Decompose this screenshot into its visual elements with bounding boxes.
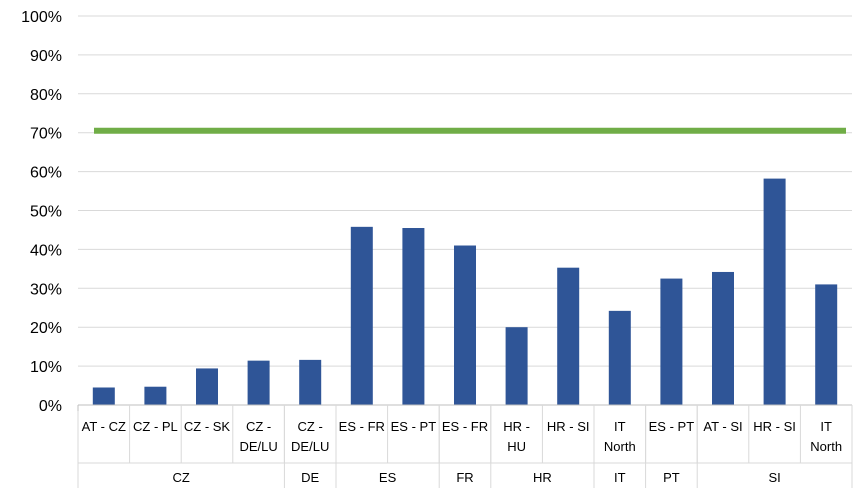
bar (350, 226, 373, 405)
x-tick-label: CZ - (246, 419, 271, 434)
bar (557, 267, 580, 405)
bar (299, 359, 322, 405)
x-tick-label: AT - CZ (82, 419, 126, 434)
x-tick-label: HU (507, 439, 526, 454)
y-axis: 0% 10% 20% 30% 40% 50% 60% 70% 80% 90% 100% (21, 9, 62, 415)
x-tick-label: CZ - (298, 419, 323, 434)
y-tick-label: 80% (30, 87, 62, 104)
x-tick-label: North (604, 439, 636, 454)
y-tick-label: 70% (30, 126, 62, 143)
x-group-label: SI (768, 470, 780, 485)
bar (196, 368, 218, 405)
x-tick-label: ES - PT (391, 419, 437, 434)
x-tick-label: HR - SI (753, 419, 796, 434)
x-tick-label: DE/LU (239, 439, 277, 454)
bar (815, 284, 838, 405)
x-group-label: ES (379, 470, 397, 485)
y-tick-label: 20% (30, 320, 62, 337)
x-tick-label: HR - (503, 419, 530, 434)
x-group-label: PT (663, 470, 680, 485)
x-tick-label: North (810, 439, 842, 454)
y-tick-label: 90% (30, 48, 62, 65)
x-tick-label: CZ - SK (184, 419, 231, 434)
x-tick-label: IT (820, 419, 832, 434)
bar (608, 310, 631, 405)
bar (247, 360, 270, 405)
x-tick-label: ES - FR (442, 419, 488, 434)
x-tick-label: CZ - PL (133, 419, 178, 434)
x-group-label: FR (456, 470, 473, 485)
x-tick-label: DE/LU (291, 439, 329, 454)
y-tick-label: 60% (30, 165, 62, 182)
x-group-label: IT (614, 470, 626, 485)
x-tick-label: ES - FR (339, 419, 385, 434)
x-tick-label: IT (614, 419, 626, 434)
x-tick-label: AT - SI (703, 419, 742, 434)
bar (660, 278, 683, 405)
bar (92, 387, 115, 405)
y-tick-label: 0% (39, 398, 62, 415)
x-group-label: HR (533, 470, 552, 485)
bar (763, 178, 786, 405)
bars (92, 178, 838, 405)
bar (712, 271, 734, 405)
y-tick-label: 10% (30, 359, 62, 376)
y-tick-label: 50% (30, 204, 62, 221)
y-tick-label: 30% (30, 281, 62, 298)
bar (144, 386, 167, 405)
x-group-label: DE (301, 470, 319, 485)
y-tick-label: 100% (21, 9, 62, 26)
bar (454, 245, 476, 405)
bar (505, 327, 528, 405)
bar (402, 228, 425, 405)
y-tick-label: 40% (30, 242, 62, 259)
x-axis: AT - CZ CZ - PL CZ - SK CZ - DE/LU CZ - DE/LU E… (77, 404, 853, 488)
x-group-label: CZ (173, 470, 190, 485)
x-tick-label: HR - SI (547, 419, 590, 434)
x-tick-label: ES - PT (649, 419, 695, 434)
